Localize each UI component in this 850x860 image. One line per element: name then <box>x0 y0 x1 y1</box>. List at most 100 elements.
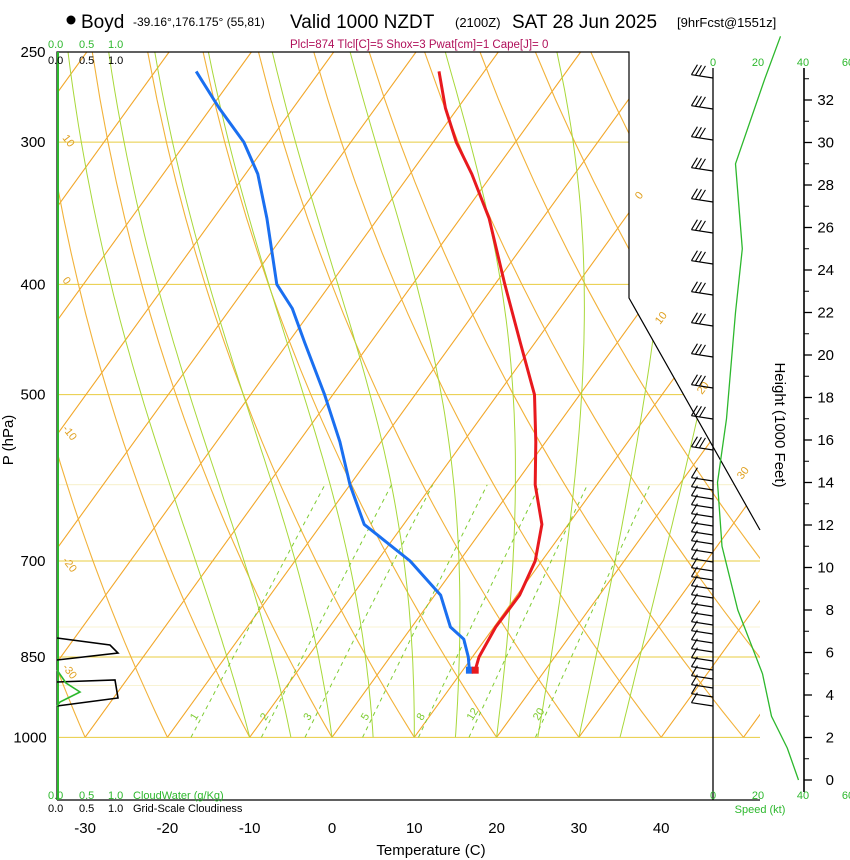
station-name: Boyd <box>81 12 124 33</box>
height-tick-label: 10 <box>817 560 834 577</box>
mixing-ratio-line <box>535 484 651 738</box>
wind-barb-staff <box>691 693 714 698</box>
moist-adiabat-line <box>207 52 374 738</box>
wind-barb-feather <box>694 282 702 293</box>
mixing-ratio-line <box>190 484 326 738</box>
wind-barb-feather <box>698 65 706 77</box>
height-tick-label: 8 <box>826 602 834 619</box>
wind-barb-feather <box>690 374 698 385</box>
wind-barb-staff <box>691 477 714 482</box>
wind-barb-feather <box>694 344 702 355</box>
utc-time: (2100Z) <box>455 15 501 30</box>
wind-barb-feather <box>690 521 698 532</box>
wind-barb-feather <box>690 343 698 354</box>
dry-adiabat-line <box>424 52 760 738</box>
dewpoint-line <box>194 70 471 671</box>
wind-barb-feather <box>694 220 702 231</box>
wind-barb-feather <box>690 405 698 416</box>
wind-barb-feather <box>690 219 698 230</box>
wind-barb-feather <box>694 313 702 324</box>
height-tick-label: 28 <box>817 177 834 194</box>
wind-barb-feather <box>698 251 706 263</box>
wind-barb-staff <box>691 567 714 572</box>
wind-barb-staff <box>691 657 714 662</box>
cloudwater-profile <box>56 669 82 707</box>
temperature-tick-label: 0 <box>328 820 336 837</box>
height-tick-label: 32 <box>817 92 834 109</box>
dewpoint-surface-marker <box>465 666 473 674</box>
wind-barb-feather <box>690 250 698 261</box>
parcel-params: Plcl=874 Tlcl[C]=5 Shox=3 Pwat[cm]=1 Cap… <box>290 39 548 51</box>
wind-barb-feather <box>698 220 706 232</box>
wind-barb-feather <box>698 158 706 170</box>
moist-adiabat-line <box>67 52 251 738</box>
isotherm-label: 10 <box>653 310 670 327</box>
height-tick-label: 0 <box>826 772 834 789</box>
wind-barb-feather <box>690 476 698 487</box>
wind-barb-feather <box>694 375 702 386</box>
wind-barb-staff <box>691 540 714 545</box>
wind-barb-feather <box>698 437 706 449</box>
isotherm-line <box>743 52 760 738</box>
isotherm-label: 0 <box>633 190 646 202</box>
wind-barb-feather <box>690 584 698 595</box>
wind-barb-feather <box>690 593 698 604</box>
height-tick-label: 14 <box>817 475 834 492</box>
height-tick-label: 18 <box>817 390 834 407</box>
wind-barb-feather <box>690 611 698 622</box>
wind-barb-feather <box>690 467 698 478</box>
wind-barb <box>690 405 714 420</box>
speed-tick-label: 20 <box>752 790 764 802</box>
pressure-tick-label: 400 <box>20 276 45 293</box>
pressure-tick-label: 1000 <box>13 729 46 746</box>
pressure-tick-label: 700 <box>20 553 45 570</box>
wind-barb-staff <box>691 621 714 626</box>
wind-barb-feather <box>690 548 698 559</box>
wind-barb-staff <box>691 702 714 707</box>
wind-barb-feather <box>698 127 706 139</box>
wind-barb-feather <box>690 575 698 586</box>
speed-tick-label: 40 <box>797 57 809 69</box>
wind-barb <box>690 593 714 608</box>
wind-barb-staff <box>691 322 714 327</box>
isotherm-line <box>57 52 335 738</box>
dry-adiabat-line <box>257 52 580 738</box>
cloudiness-label: Grid-Scale Cloudiness <box>133 803 243 815</box>
wind-barb-staff <box>691 384 714 389</box>
wind-barb <box>690 665 714 680</box>
wind-barb-feather <box>690 539 698 550</box>
cloudiness-profile <box>56 637 120 707</box>
mixing-ratio-label: 5 <box>359 711 372 723</box>
wind-barb-staff <box>691 105 714 110</box>
cloudwater-tick: 0.0 <box>48 39 63 51</box>
wind-barb-staff <box>691 513 714 518</box>
dry-adiabat-line <box>202 52 498 738</box>
wind-barb-feather <box>690 436 698 447</box>
wind-barb-staff <box>691 167 714 172</box>
wind-barb-feather <box>698 96 706 108</box>
mixing-ratio-label: 3 <box>301 711 314 723</box>
wind-barb-feather <box>698 344 706 356</box>
temperature-tick-label: -10 <box>239 820 261 837</box>
wind-barb-staff <box>691 648 714 653</box>
isotherm-line <box>578 52 760 738</box>
station-dot-icon <box>66 15 76 25</box>
wind-barb-staff <box>691 612 714 617</box>
dry-adiabat-line <box>57 52 251 738</box>
mixing-ratio-line <box>418 484 541 738</box>
wind-barb-feather <box>690 674 698 685</box>
mixing-ratio-line <box>468 484 588 738</box>
cloudwater-tick: 1.0 <box>108 39 123 51</box>
wind-barb-feather <box>694 96 702 107</box>
cloudwater-tick: 0.0 <box>48 790 63 802</box>
wind-barb <box>690 476 714 491</box>
wind-barb <box>690 647 714 662</box>
speed-axis-title: Speed (kt) <box>735 804 786 816</box>
cloudwater-tick: 0.5 <box>79 790 94 802</box>
wind-barb-staff <box>691 353 714 358</box>
wind-barb <box>690 656 714 671</box>
wind-barb-feather <box>698 375 706 387</box>
wind-barb <box>690 126 714 141</box>
cloudiness-tick: 1.0 <box>108 803 123 815</box>
wind-barb-feather <box>698 406 706 418</box>
